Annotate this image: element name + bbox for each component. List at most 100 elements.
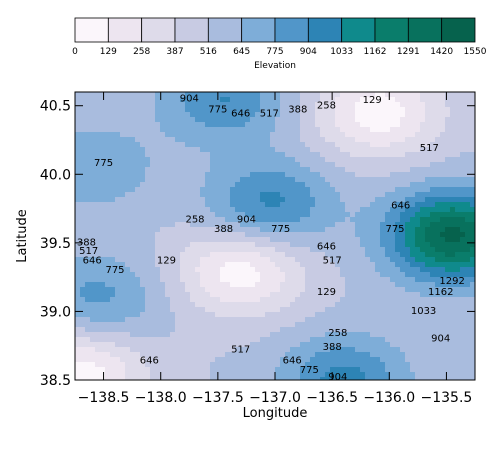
contour-cell — [330, 307, 336, 313]
contour-cell — [260, 347, 266, 353]
contour-cell — [115, 177, 121, 183]
contour-cell — [285, 142, 291, 148]
contour-cell — [380, 247, 386, 253]
contour-cell — [285, 262, 291, 268]
contour-cell — [205, 127, 211, 133]
contour-cell — [335, 107, 341, 113]
contour-cell — [345, 102, 351, 108]
axes: −138.5 −138.0 −137.5 −137.0 −136.5 −136.0 −135… — [40, 92, 475, 406]
contour-cell — [80, 242, 86, 248]
contour-cell — [75, 167, 81, 173]
contour-cell — [355, 337, 361, 343]
contour-cell — [115, 237, 121, 243]
contour-cell — [165, 272, 171, 278]
contour-cell — [380, 302, 386, 308]
contour-cell — [295, 317, 301, 323]
contour-cell — [365, 287, 371, 293]
contour-cell — [445, 277, 451, 283]
contour-cell — [345, 122, 351, 128]
contour-cell — [100, 177, 106, 183]
contour-cell — [470, 192, 475, 198]
contour-cell — [380, 262, 386, 268]
contour-cell — [220, 327, 226, 333]
contour-cell — [420, 202, 426, 208]
contour-cell — [400, 92, 406, 98]
contour-cell — [95, 262, 101, 268]
contour-cell — [405, 177, 411, 183]
contour-cell — [125, 172, 131, 178]
contour-cell — [155, 167, 161, 173]
contour-cell — [320, 287, 326, 293]
contour-cell — [400, 107, 406, 113]
contour-cell — [300, 327, 306, 333]
contour-cell — [315, 342, 321, 348]
contour-cell — [95, 237, 101, 243]
contour-cell — [250, 112, 256, 118]
contour-cell — [90, 337, 96, 343]
contour-cell — [445, 177, 451, 183]
contour-cell — [355, 277, 361, 283]
contour-cell — [165, 322, 171, 328]
contour-cell — [285, 217, 291, 223]
contour-cell — [445, 262, 451, 268]
contour-cell — [395, 332, 401, 338]
contour-cell — [260, 187, 266, 193]
contour-cell — [255, 262, 261, 268]
contour-cell — [150, 97, 156, 103]
contour-cell — [280, 142, 286, 148]
contour-cell — [420, 162, 426, 168]
contour-cell — [370, 172, 376, 178]
contour-cell — [395, 107, 401, 113]
contour-cell — [385, 92, 391, 98]
contour-cell — [430, 127, 436, 133]
contour-cell — [125, 152, 131, 158]
contour-cell — [295, 337, 301, 343]
contour-cell — [255, 297, 261, 303]
contour-cell — [450, 262, 456, 268]
contour-cell — [395, 162, 401, 168]
contour-cell — [465, 112, 471, 118]
contour-cell — [125, 362, 131, 368]
contour-cell — [105, 147, 111, 153]
contour-cell — [240, 362, 246, 368]
contour-cell — [370, 112, 376, 118]
contour-cell — [450, 252, 456, 258]
contour-cell — [80, 182, 86, 188]
contour-cell — [370, 217, 376, 223]
contour-cell — [295, 327, 301, 333]
contour-cell — [120, 282, 126, 288]
contour-cell — [315, 177, 321, 183]
contour-cell — [430, 372, 436, 378]
contour-cell — [235, 282, 241, 288]
contour-cell — [420, 137, 426, 143]
contour-cell — [255, 377, 261, 380]
contour-cell — [385, 232, 391, 238]
contour-cell — [365, 157, 371, 163]
contour-cell — [305, 377, 311, 380]
contour-cell — [385, 112, 391, 118]
contour-cell — [140, 117, 146, 123]
contour-cell — [310, 137, 316, 143]
contour-cell — [465, 247, 471, 253]
contour-cell — [380, 347, 386, 353]
contour-cell — [430, 157, 436, 163]
contour-cell — [135, 282, 141, 288]
contour-cell — [95, 287, 101, 293]
contour-cell — [290, 222, 296, 228]
contour-cell — [360, 97, 366, 103]
contour-cell — [90, 197, 96, 203]
contour-cell — [80, 342, 86, 348]
contour-cell — [295, 197, 301, 203]
contour-cell — [375, 187, 381, 193]
contour-cell — [230, 207, 236, 213]
contour-cell — [165, 377, 171, 380]
contour-cell — [120, 322, 126, 328]
contour-cell — [450, 367, 456, 373]
contour-cell — [430, 327, 436, 333]
contour-cell — [170, 237, 176, 243]
contour-cell — [235, 152, 241, 158]
contour-cell — [160, 297, 166, 303]
contour-cell — [185, 332, 191, 338]
contour-cell — [345, 347, 351, 353]
contour-cell — [240, 152, 246, 158]
